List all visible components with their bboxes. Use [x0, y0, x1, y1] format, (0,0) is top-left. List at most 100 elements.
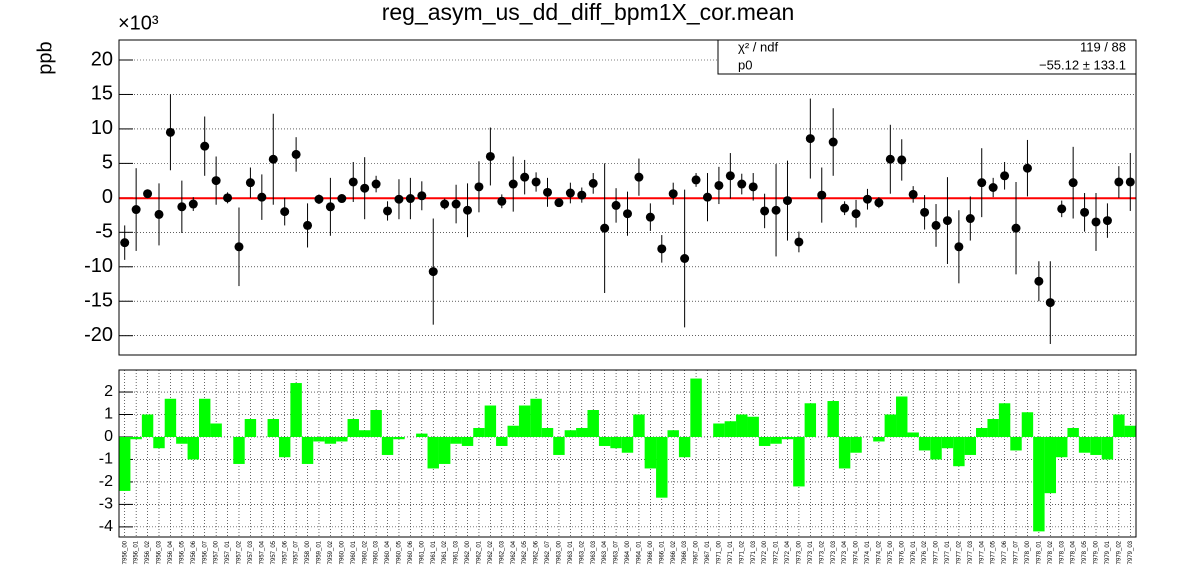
- data-point: [1045, 298, 1055, 308]
- bar: [838, 436, 851, 469]
- x-tick-label: 7962_00: [465, 540, 471, 564]
- bar: [827, 401, 839, 437]
- y-tick-label: 2: [104, 383, 113, 400]
- data-point: [1102, 216, 1112, 226]
- x-tick-label: 7957_06: [282, 540, 288, 564]
- x-tick-label: 7961_02: [442, 540, 448, 564]
- x-tick-label: 7962_07: [545, 540, 551, 564]
- x-tick-label: 7971_03: [751, 540, 757, 564]
- bar: [119, 436, 131, 491]
- data-point: [211, 176, 221, 186]
- data-point: [165, 127, 175, 137]
- data-point: [257, 192, 267, 202]
- x-tick-label: 7978_05: [1082, 540, 1088, 564]
- x-tick-label: 7966_02: [671, 540, 677, 564]
- bar: [644, 436, 657, 469]
- data-point: [1068, 178, 1078, 188]
- data-point: [565, 188, 575, 198]
- x-tick-label: 7972_01: [774, 540, 780, 564]
- data-point: [851, 209, 861, 219]
- y-tick-label: 0: [104, 428, 113, 445]
- data-point: [531, 177, 541, 187]
- x-tick-label: 7957_01: [225, 540, 231, 564]
- bar: [176, 436, 188, 444]
- bar: [313, 436, 325, 442]
- y-tick-label: 20: [91, 48, 113, 70]
- x-tick-label: 7957_04: [259, 540, 265, 564]
- data-point: [657, 244, 667, 254]
- x-tick-label: 7977_05: [991, 540, 997, 564]
- x-tick-label: 7963_03: [591, 540, 597, 564]
- x-tick-label: 7971_02: [739, 540, 745, 564]
- bar: [804, 403, 817, 437]
- bar: [598, 436, 611, 446]
- bar: [518, 405, 531, 437]
- data-point: [954, 242, 964, 252]
- bar: [656, 436, 668, 498]
- data-point: [371, 179, 381, 189]
- x-tick-label: 7977_01: [945, 540, 951, 564]
- bar: [210, 423, 222, 437]
- data-point: [314, 194, 324, 204]
- x-tick-label: 7962_06: [534, 540, 540, 564]
- data-point: [485, 151, 495, 161]
- bar: [713, 423, 725, 437]
- stats-label: p0: [738, 57, 752, 72]
- stats-value: −55.12 ± 133.1: [1039, 57, 1126, 72]
- bar: [530, 398, 542, 437]
- data-point: [920, 207, 930, 217]
- x-tick-label: 7964_01: [637, 540, 643, 564]
- x-tick-label: 7978_01: [1036, 540, 1042, 564]
- x-tick-label: 7960_04: [385, 540, 391, 564]
- y-tick-label: -10: [84, 255, 113, 277]
- x-tick-label: 7960_01: [351, 540, 357, 564]
- x-tick-label: 7961_01: [431, 540, 437, 564]
- data-point: [942, 216, 952, 226]
- y-tick-label: 5: [102, 152, 113, 174]
- x-tick-label: 7978_03: [1059, 540, 1065, 564]
- x-tick-label: 7967_00: [694, 540, 700, 564]
- data-point: [760, 206, 770, 216]
- bar: [576, 427, 588, 437]
- x-tick-label: 7971_00: [716, 540, 722, 564]
- data-point: [828, 137, 838, 147]
- y-tick-label: -1: [99, 451, 113, 468]
- data-point: [691, 175, 701, 185]
- bar: [324, 436, 337, 444]
- data-point: [908, 189, 918, 199]
- bar: [998, 403, 1011, 437]
- bar: [907, 432, 919, 437]
- x-tick-label: 7978_04: [1071, 540, 1077, 564]
- x-tick-label: 7976_02: [922, 540, 928, 564]
- bar: [450, 436, 462, 444]
- bar: [370, 410, 382, 437]
- bar: [747, 416, 759, 437]
- data-point: [611, 200, 621, 210]
- x-tick-label: 7956_05: [179, 540, 185, 564]
- data-point: [303, 220, 313, 230]
- bar: [667, 430, 679, 437]
- data-point: [143, 189, 153, 199]
- y-tick-label: -15: [84, 290, 113, 312]
- chart-title: reg_asym_us_dd_diff_bpm1X_cor.mean: [382, 0, 795, 25]
- x-tick-label: 7977_06: [1002, 540, 1008, 564]
- x-tick-label: 7972_04: [785, 540, 791, 564]
- x-tick-label: 7971_01: [728, 540, 734, 564]
- bar: [130, 436, 142, 440]
- data-point: [897, 155, 907, 165]
- x-tick-label: 7962_02: [488, 540, 494, 564]
- x-tick-label: 7960_00: [339, 540, 345, 564]
- bar: [484, 405, 497, 437]
- bar: [301, 436, 314, 464]
- bar: [587, 410, 599, 437]
- data-point: [348, 177, 358, 187]
- y-tick-label: -3: [99, 496, 113, 513]
- data-point: [337, 194, 347, 204]
- x-tick-label: 7959_02: [328, 540, 334, 564]
- bar: [507, 425, 519, 437]
- data-point: [885, 154, 895, 164]
- data-point: [120, 238, 130, 248]
- bar: [987, 418, 999, 437]
- x-tick-label: 7957_03: [248, 540, 254, 564]
- plot-frame: [118, 369, 1137, 538]
